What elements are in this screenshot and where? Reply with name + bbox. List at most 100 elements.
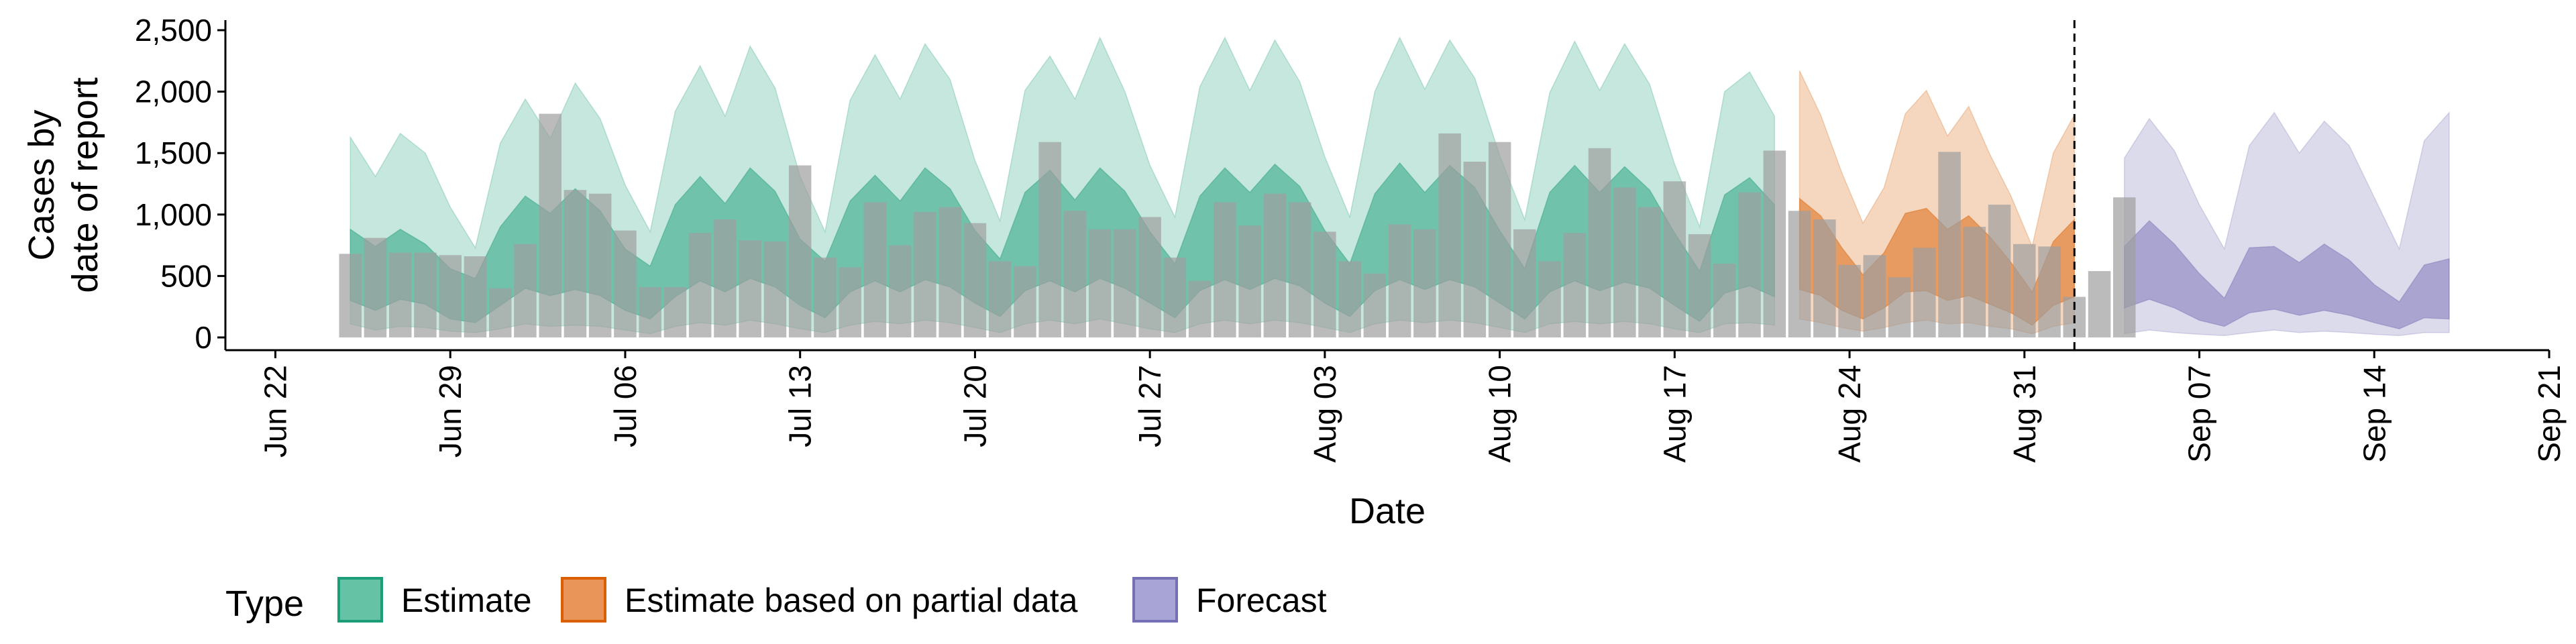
observed-bar bbox=[339, 254, 362, 337]
observed-bar bbox=[963, 223, 987, 337]
observed-bar bbox=[1563, 233, 1587, 337]
observed-bar bbox=[539, 113, 561, 337]
observed-bar bbox=[914, 212, 936, 337]
observed-bar bbox=[1638, 207, 1661, 337]
band-inner-2 bbox=[2124, 219, 2450, 329]
legend-swatch bbox=[1132, 577, 1178, 623]
observed-bar bbox=[1014, 266, 1036, 337]
observed-bar bbox=[1738, 192, 1761, 337]
x-tick-label: Jul 13 bbox=[783, 365, 818, 447]
observed-bar bbox=[364, 237, 387, 337]
observed-bar bbox=[1663, 181, 1686, 337]
x-tick-label: Sep 21 bbox=[2532, 365, 2567, 463]
observed-bar bbox=[988, 261, 1012, 337]
legend-title: Type bbox=[225, 584, 304, 624]
x-tick-label: Jul 06 bbox=[608, 365, 643, 447]
legend-label: Estimate based on partial data bbox=[625, 582, 1078, 619]
legend-item: Forecast bbox=[1132, 577, 1327, 623]
x-tick-label: Sep 07 bbox=[2182, 365, 2217, 463]
observed-bar bbox=[1313, 231, 1336, 337]
observed-bar bbox=[1588, 148, 1611, 337]
observed-bars bbox=[339, 113, 2136, 337]
observed-bar bbox=[1763, 150, 1786, 337]
observed-bar bbox=[1038, 142, 1061, 337]
y-tick-label: 2,000 bbox=[135, 74, 212, 109]
band-series-0 bbox=[350, 36, 1776, 335]
observed-bar bbox=[1613, 187, 1636, 337]
y-tick-label: 2,500 bbox=[135, 13, 212, 48]
x-axis-label: Date bbox=[1349, 491, 1426, 531]
x-tick-label: Sep 14 bbox=[2357, 365, 2392, 463]
observed-bar bbox=[2088, 271, 2111, 337]
observed-bar bbox=[1288, 202, 1311, 337]
observed-bar bbox=[739, 240, 761, 337]
legend: Type Estimate Estimate based on partial d… bbox=[225, 577, 1327, 624]
observed-bar bbox=[639, 286, 661, 337]
observed-bar bbox=[814, 257, 837, 337]
y-axis-label-line-2: date of report bbox=[65, 77, 105, 292]
y-tick-label: 500 bbox=[160, 258, 212, 293]
observed-bar bbox=[788, 165, 812, 337]
legend-swatch bbox=[337, 577, 383, 623]
observed-bar bbox=[1363, 273, 1387, 337]
observed-bar bbox=[938, 207, 961, 337]
y-tick-label: 1,000 bbox=[135, 197, 212, 232]
observed-bar bbox=[1238, 225, 1261, 337]
observed-bar bbox=[1488, 142, 1511, 337]
observed-bar bbox=[1188, 280, 1212, 337]
observed-bar bbox=[389, 252, 412, 337]
observed-bar bbox=[763, 241, 787, 337]
legend-label: Forecast bbox=[1196, 582, 1327, 619]
y-axis-label-line-1: Cases by bbox=[21, 109, 62, 260]
observed-bar bbox=[1838, 264, 1861, 337]
legend-item: Estimate based on partial data bbox=[561, 577, 1078, 623]
x-tick-label: Aug 31 bbox=[2007, 365, 2042, 463]
observed-bar bbox=[1963, 227, 1986, 337]
observed-bar bbox=[439, 255, 462, 337]
observed-bar bbox=[1888, 277, 1911, 337]
observed-bar bbox=[464, 256, 487, 337]
observed-bar bbox=[2013, 244, 2036, 337]
observed-bar bbox=[1913, 248, 1936, 337]
observed-bar bbox=[2113, 197, 2136, 337]
observed-bar bbox=[2038, 246, 2061, 337]
observed-bar bbox=[714, 219, 737, 337]
observed-bar bbox=[1438, 133, 1461, 337]
observed-bar bbox=[1263, 193, 1287, 337]
observed-bar bbox=[1214, 202, 1236, 337]
x-tick-label: Aug 03 bbox=[1307, 365, 1342, 463]
x-tick-label: Aug 17 bbox=[1657, 365, 1692, 463]
observed-bar bbox=[1788, 211, 1811, 337]
x-tick-label: Jun 29 bbox=[433, 365, 468, 458]
observed-bar bbox=[564, 190, 587, 337]
observed-bar bbox=[1114, 229, 1136, 337]
x-tick-label: Jul 20 bbox=[957, 365, 992, 447]
band-series-2 bbox=[2124, 111, 2450, 337]
observed-bar bbox=[614, 230, 637, 337]
observed-bar bbox=[489, 288, 512, 337]
legend-label: Estimate bbox=[401, 582, 532, 619]
observed-bar bbox=[1988, 205, 2011, 337]
observed-bar bbox=[1413, 229, 1436, 337]
legend-swatch bbox=[561, 577, 606, 623]
observed-bar bbox=[1388, 224, 1411, 337]
y-axis-ticks: 0 500 1,000 1,500 2,000 2,500 bbox=[135, 13, 225, 355]
y-tick-label: 1,500 bbox=[135, 136, 212, 170]
observed-bar bbox=[863, 202, 887, 337]
legend-item: Estimate bbox=[337, 577, 532, 623]
observed-bar bbox=[1538, 261, 1561, 337]
observed-bar bbox=[888, 245, 912, 337]
x-tick-label: Aug 24 bbox=[1832, 365, 1867, 463]
axes: 0 500 1,000 1,500 2,000 2,500 Jun 22 Jun 29 Jul… bbox=[135, 13, 2567, 463]
observed-bar bbox=[1463, 162, 1487, 337]
y-tick-label: 0 bbox=[195, 320, 212, 355]
observed-bar bbox=[688, 233, 712, 337]
observed-bar bbox=[1088, 229, 1112, 337]
x-tick-label: Jun 22 bbox=[258, 365, 293, 458]
observed-bar bbox=[1813, 219, 1836, 337]
observed-bar bbox=[1138, 217, 1161, 337]
observed-bar bbox=[663, 286, 687, 337]
x-tick-label: Aug 10 bbox=[1483, 365, 1517, 463]
observed-bar bbox=[414, 252, 437, 337]
